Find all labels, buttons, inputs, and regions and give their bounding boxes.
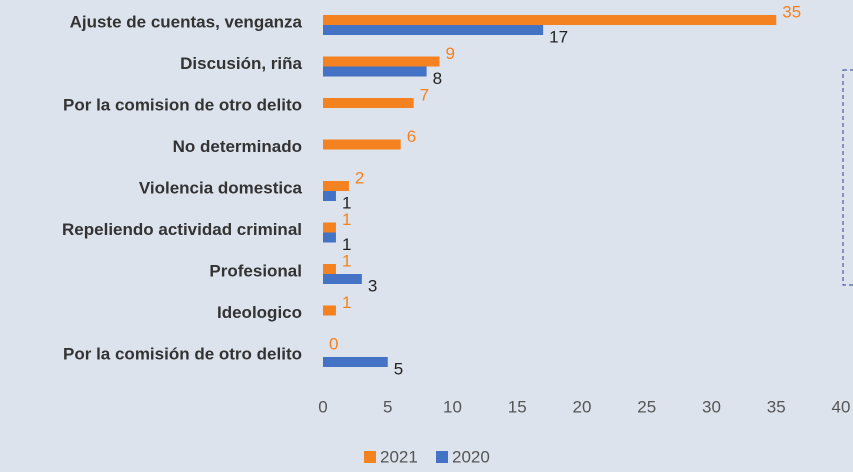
- bar: [323, 222, 336, 233]
- x-tick-label: 10: [443, 397, 462, 416]
- category-label: Por la comision de otro delito: [63, 95, 302, 114]
- decor-box: [842, 69, 853, 286]
- data-label: 5: [394, 359, 403, 378]
- category-label: Discusión, riña: [180, 54, 302, 73]
- data-label: 35: [782, 2, 801, 21]
- bar: [323, 232, 336, 243]
- x-tick-label: 25: [637, 397, 656, 416]
- data-label: 2: [355, 168, 364, 187]
- x-tick-label: 20: [573, 397, 592, 416]
- data-label: 1: [342, 251, 351, 270]
- data-label: 1: [342, 293, 351, 312]
- data-label: 6: [407, 127, 416, 146]
- bar: [323, 191, 336, 201]
- bar: [323, 274, 362, 284]
- category-label: No determinado: [173, 137, 302, 156]
- x-tick-label: 0: [318, 397, 327, 416]
- x-tick-label: 40: [832, 397, 851, 416]
- bar: [323, 98, 414, 108]
- bar: [323, 181, 349, 191]
- data-label: 8: [433, 69, 442, 88]
- bar: [323, 357, 388, 367]
- legend-label: 2021: [380, 447, 418, 466]
- category-label: Por la comisión de otro delito: [63, 344, 302, 363]
- category-label: Ajuste de cuentas, venganza: [70, 12, 303, 31]
- x-tick-label: 30: [702, 397, 721, 416]
- data-label: 0: [329, 334, 338, 353]
- legend-label: 2020: [452, 447, 490, 466]
- data-label: 9: [446, 44, 455, 63]
- bar: [323, 264, 336, 274]
- bar: [323, 15, 777, 25]
- bar: [323, 25, 544, 35]
- bar: [323, 56, 440, 67]
- x-tick-label: 5: [383, 397, 392, 416]
- category-label: Violencia domestica: [139, 178, 303, 197]
- category-label: Repeliendo actividad criminal: [62, 220, 302, 239]
- legend-swatch: [364, 451, 376, 463]
- x-tick-label: 35: [767, 397, 786, 416]
- data-label: 17: [549, 27, 568, 46]
- category-label: Profesional: [209, 261, 302, 280]
- bar: [323, 139, 401, 150]
- x-tick-label: 15: [508, 397, 527, 416]
- bar: [323, 305, 336, 316]
- data-label: 1: [342, 210, 351, 229]
- category-label: Ideologico: [217, 303, 302, 322]
- bar: [323, 66, 427, 77]
- data-label: 7: [420, 85, 429, 104]
- data-label: 1: [342, 193, 351, 212]
- data-label: 3: [368, 276, 377, 295]
- data-label: 1: [342, 235, 351, 254]
- legend-swatch: [436, 451, 448, 463]
